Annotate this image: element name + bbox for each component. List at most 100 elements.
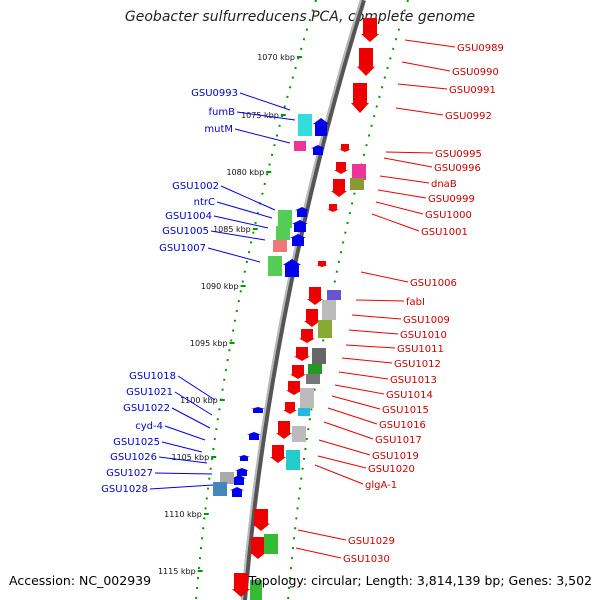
ruler-label: 1095 kbp [190, 339, 228, 348]
forward-gene-arrow [251, 407, 265, 413]
ruler-label: 1100 kbp [180, 396, 218, 405]
reverse-gene-arrow [294, 347, 310, 361]
forward-gene-label[interactable]: ntrC [194, 197, 215, 208]
forward-gene-leader [234, 128, 291, 144]
forward-gene-leader [239, 92, 291, 111]
forward-gene-label[interactable]: GSU1002 [172, 181, 219, 192]
ruler-label: 1070 kbp [257, 53, 295, 62]
reverse-gene-leader [314, 464, 364, 485]
reverse-gene-arrow [361, 18, 379, 42]
reverse-gene-label[interactable]: GSU1010 [400, 330, 447, 341]
reverse-gene-arrow [276, 421, 292, 439]
forward-gene-label[interactable]: GSU1021 [126, 387, 173, 398]
forward-gene-label[interactable]: GSU1005 [162, 226, 209, 237]
forward-gene-arrow [295, 207, 309, 217]
reverse-gene-label[interactable]: GSU1013 [390, 375, 437, 386]
reverse-gene-arrow [351, 83, 369, 113]
reverse-gene-leader [295, 547, 342, 559]
forward-gene-label[interactable]: fumB [209, 107, 236, 118]
forward-gene-leader [220, 185, 276, 211]
forward-gene-arrow [292, 220, 308, 232]
reverse-gene-leader [397, 83, 448, 90]
reverse-gene-leader [371, 213, 420, 232]
reverse-gene-leader [327, 407, 378, 425]
forward-gene-label[interactable]: GSU1026 [110, 452, 157, 463]
forward-gene-label[interactable]: mutM [204, 124, 233, 135]
reverse-gene-box [300, 388, 314, 408]
reverse-gene-label[interactable]: GSU0989 [457, 43, 504, 54]
forward-gene-label[interactable]: GSU1007 [159, 243, 206, 254]
reverse-gene-arrow [331, 179, 347, 197]
reverse-gene-leader [360, 271, 409, 283]
forward-gene-label[interactable]: GSU1018 [129, 371, 176, 382]
reverse-gene-label[interactable]: GSU1006 [410, 278, 457, 289]
forward-gene-label[interactable]: GSU1022 [123, 403, 170, 414]
reverse-gene-leader [338, 371, 389, 380]
forward-gene-leader [161, 441, 203, 453]
forward-gene-arrow [283, 259, 301, 277]
forward-gene-label[interactable]: GSU1028 [101, 484, 148, 495]
forward-gene-leader [210, 230, 266, 241]
reverse-gene-box [250, 580, 262, 600]
reverse-gene-leader [383, 157, 433, 168]
forward-gene-leader [177, 375, 216, 401]
reverse-gene-label[interactable]: GSU1000 [425, 210, 472, 221]
reverse-gene-label[interactable]: GSU1016 [379, 420, 426, 431]
forward-gene-label[interactable]: GSU1004 [165, 211, 212, 222]
reverse-gene-label[interactable]: GSU1014 [386, 390, 433, 401]
forward-gene-label[interactable]: GSU0993 [191, 88, 238, 99]
reverse-gene-box [352, 164, 366, 180]
forward-gene-arrow [238, 455, 250, 461]
reverse-gene-arrow [316, 261, 328, 267]
reverse-gene-arrow [327, 204, 339, 212]
forward-gene-leader [174, 391, 213, 416]
forward-gene-box [220, 472, 234, 484]
reverse-gene-label[interactable]: glgA-1 [365, 480, 397, 491]
reverse-gene-leader [297, 529, 347, 541]
forward-gene-label[interactable]: GSU1027 [106, 468, 153, 479]
reverse-gene-label[interactable]: GSU0995 [435, 149, 482, 160]
reverse-gene-label[interactable]: GSU0996 [434, 163, 481, 174]
forward-gene-box [276, 226, 290, 240]
forward-gene-box [268, 256, 282, 276]
forward-gene-label[interactable]: cyd-4 [135, 421, 163, 432]
forward-gene-leader [158, 456, 208, 464]
reverse-gene-label[interactable]: fabI [406, 297, 425, 308]
reverse-gene-leader [351, 314, 402, 320]
reverse-gene-arrow [249, 537, 267, 559]
reverse-gene-label[interactable]: GSU1019 [372, 451, 419, 462]
reverse-gene-leader [401, 61, 451, 72]
forward-gene-box [278, 210, 292, 228]
reverse-gene-label[interactable]: GSU1029 [348, 536, 395, 547]
forward-gene-box [294, 141, 306, 151]
reverse-gene-label[interactable]: GSU0990 [452, 67, 499, 78]
reverse-gene-label[interactable]: GSU1020 [368, 464, 415, 475]
forward-gene-leader [213, 215, 269, 229]
reverse-gene-leader [379, 175, 430, 184]
reverse-gene-box [298, 408, 310, 416]
reverse-gene-label[interactable]: GSU1001 [421, 227, 468, 238]
forward-gene-arrow [247, 432, 261, 440]
reverse-gene-label[interactable]: GSU1012 [394, 359, 441, 370]
reverse-gene-label[interactable]: dnaB [431, 179, 457, 190]
forward-gene-label[interactable]: GSU1025 [113, 437, 160, 448]
map-title: Geobacter sulfurreducens PCA, complete g… [124, 9, 476, 25]
reverse-gene-arrow [307, 287, 323, 305]
reverse-gene-leader [385, 151, 434, 154]
reverse-gene-leader [404, 39, 456, 48]
reverse-gene-leader [317, 455, 367, 469]
reverse-gene-arrow [304, 309, 320, 327]
reverse-gene-label[interactable]: GSU0992 [445, 111, 492, 122]
reverse-gene-label[interactable]: GSU0991 [449, 85, 496, 96]
reverse-gene-label[interactable]: GSU1017 [375, 435, 422, 446]
reverse-gene-leader [345, 344, 396, 349]
reverse-gene-arrow [290, 365, 306, 379]
reverse-gene-label[interactable]: GSU1015 [382, 405, 429, 416]
reverse-gene-box [322, 300, 336, 320]
reverse-gene-label[interactable]: GSU1030 [343, 554, 390, 565]
forward-gene-arrow [290, 234, 306, 246]
reverse-gene-label[interactable]: GSU1009 [403, 315, 450, 326]
reverse-gene-label[interactable]: GSU0999 [428, 194, 475, 205]
reverse-gene-box [312, 348, 326, 364]
reverse-gene-label[interactable]: GSU1011 [397, 344, 444, 355]
